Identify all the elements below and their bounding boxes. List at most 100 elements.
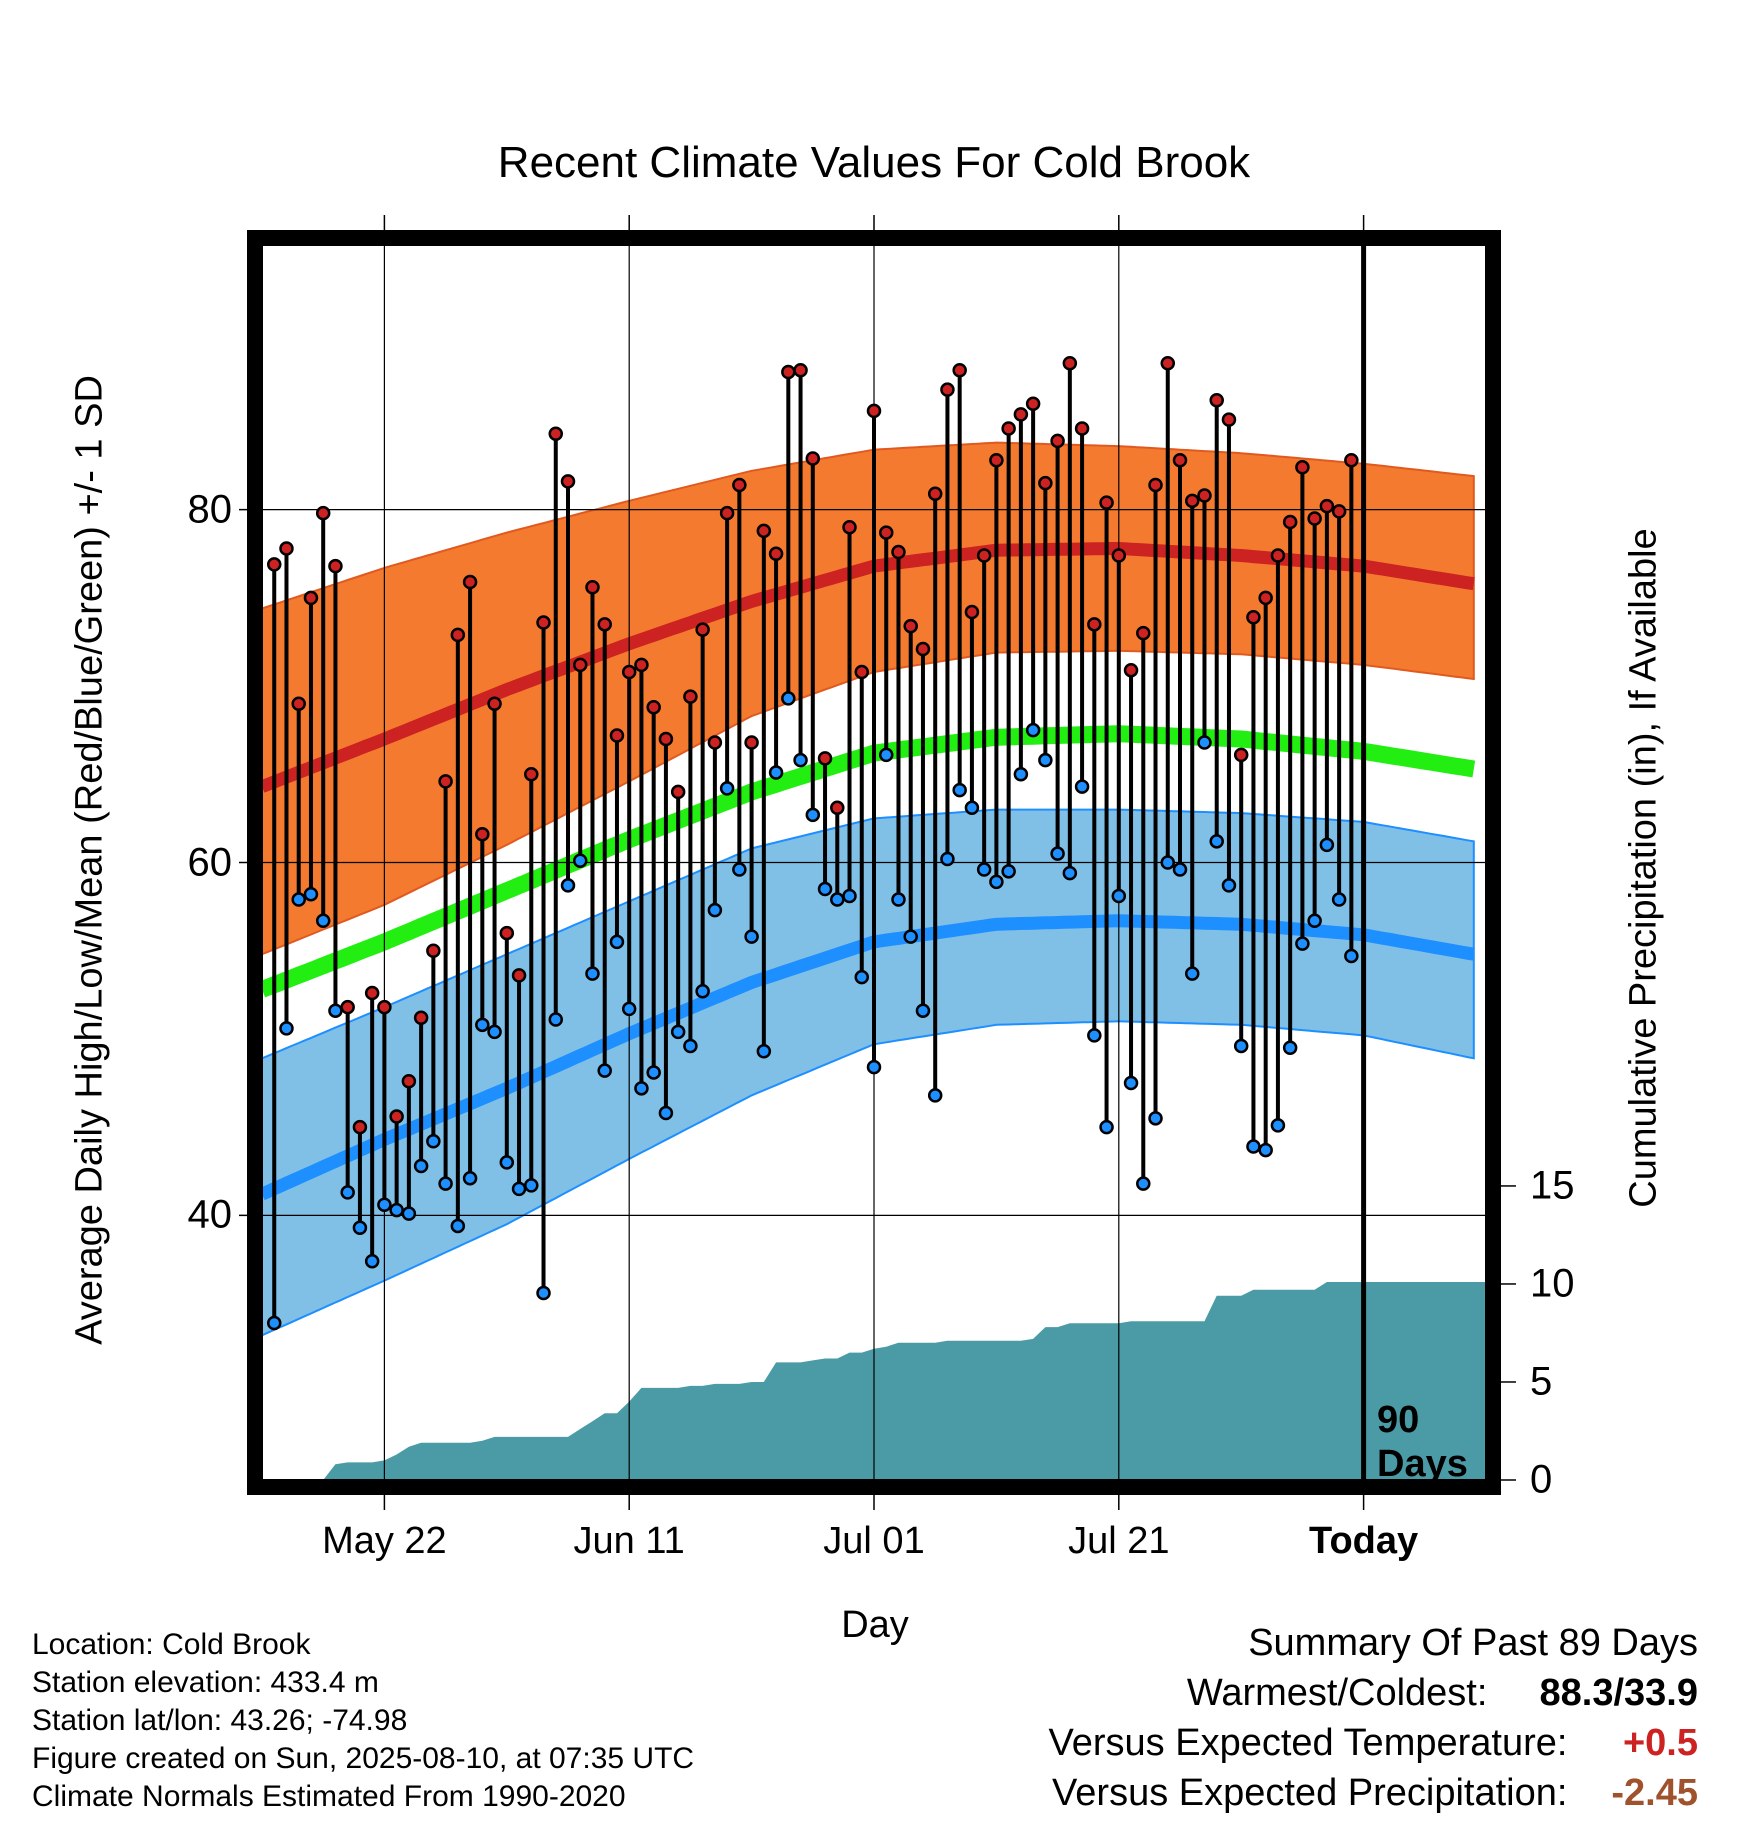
daily-low-point [389, 1202, 404, 1218]
daily-low-point [377, 1197, 392, 1213]
daily-high-point [1221, 412, 1237, 427]
daily-low-point [695, 984, 710, 999]
daily-low-point [866, 1059, 882, 1075]
daily-low-point [1148, 1111, 1163, 1126]
daily-low-point [1331, 892, 1347, 907]
daily-high-point [621, 664, 637, 680]
daily-low-point [719, 781, 735, 796]
daily-low-point [1209, 834, 1224, 849]
daily-high-point [670, 784, 686, 800]
daily-high-point [352, 1119, 368, 1135]
daily-high-point [1062, 355, 1078, 371]
daily-high-point [1001, 421, 1016, 436]
today-window-label: 90 Days [1377, 1398, 1468, 1486]
daily-low-point [487, 1024, 502, 1040]
warmest-coldest-label: Warmest/Coldest: [1186, 1672, 1488, 1714]
y-axis-label: Average Daily High/Low/Mean (Red/Blue/Gr… [68, 375, 111, 1345]
temperature-departure-value: +0.5 [1622, 1722, 1698, 1764]
daily-high-point [426, 943, 441, 958]
daily-low-point [781, 691, 796, 706]
daily-high-point [1282, 514, 1298, 530]
daily-high-point [438, 774, 453, 789]
daily-low-point [793, 752, 808, 768]
precipitation-departure-label: Versus Expected Precipitation: [1052, 1772, 1568, 1814]
daily-high-point [744, 735, 759, 750]
daily-high-point [572, 657, 588, 673]
normal-low-line [259, 914, 1475, 1201]
daily-low-point [279, 1021, 294, 1036]
daily-high-point [315, 505, 331, 521]
daily-low-point [768, 765, 784, 780]
daily-high-point [340, 999, 355, 1015]
daily-low-point [585, 966, 600, 981]
daily-low-point [1184, 966, 1200, 981]
tick-marks-layer [239, 215, 1516, 1510]
daily-low-point [1172, 862, 1188, 877]
daily-low-point [511, 1181, 527, 1197]
daily-high-point [487, 696, 502, 711]
daily-high-point [793, 363, 808, 378]
daily-high-point [1184, 493, 1200, 509]
daily-high-point [1246, 610, 1261, 625]
daily-high-point [964, 604, 980, 620]
daily-high-point [1258, 590, 1273, 606]
daily-low-point [462, 1171, 478, 1186]
daily-low-point [401, 1206, 417, 1221]
daily-low-point [475, 1017, 490, 1033]
daily-high-point [462, 574, 478, 590]
daily-high-point [1013, 407, 1029, 422]
daily-low-point [1270, 1118, 1286, 1133]
daily-high-point [756, 523, 772, 539]
daily-high-point [1209, 393, 1224, 408]
daily-low-point [1013, 767, 1029, 782]
daily-high-point [878, 525, 894, 540]
daily-low-point [524, 1178, 539, 1193]
y-tick-label: 40 [187, 1192, 233, 1237]
warmest-coldest-value: 88.3/33.9 [1539, 1672, 1698, 1714]
daily-high-point [1295, 460, 1310, 475]
daily-low-point [964, 800, 980, 816]
daily-low-point [548, 1012, 564, 1027]
x-tick-label: May 22 [322, 1520, 447, 1562]
high-sd-band [261, 441, 1475, 956]
daily-low-point [744, 929, 759, 944]
daily-high-point [1319, 498, 1335, 514]
daily-high-point [927, 486, 943, 502]
daily-high-point [511, 968, 527, 983]
normal-mean-line [258, 725, 1476, 998]
daily-low-point [426, 1134, 441, 1149]
daily-low-point [683, 1038, 698, 1054]
y2-tick-label: 5 [1530, 1359, 1553, 1404]
daily-low-point [817, 881, 833, 897]
daily-low-point [328, 1003, 343, 1018]
daily-high-point [499, 925, 515, 941]
daily-low-point [707, 902, 723, 918]
daily-low-point [915, 1003, 931, 1018]
daily-high-point [1074, 421, 1090, 436]
daily-high-point [719, 505, 735, 521]
y2-axis-label: Cumulative Precipitation (in), If Availa… [1622, 528, 1665, 1208]
daily-low-point [352, 1220, 368, 1235]
y2-tick-label: 0 [1530, 1457, 1553, 1502]
daily-high-point [732, 477, 747, 493]
daily-low-point [450, 1218, 466, 1234]
daily-low-point [878, 747, 894, 763]
summary-box: Summary Of Past 89 Days Warmest/Coldest:… [1049, 1618, 1698, 1818]
x-tick-label: Jun 11 [573, 1520, 685, 1562]
daily-low-point [805, 807, 821, 823]
daily-high-point [854, 664, 870, 680]
daily-high-point [1038, 475, 1053, 491]
daily-high-point [364, 985, 380, 1001]
daily-high-point [866, 403, 882, 419]
daily-high-point [817, 751, 833, 766]
daily-low-point [1099, 1119, 1114, 1135]
daily-high-point [609, 728, 625, 743]
daily-high-point [1136, 625, 1151, 641]
y-tick-label: 80 [187, 487, 233, 532]
daily-high-point [524, 767, 539, 782]
daily-high-point [707, 735, 723, 750]
daily-high-point [1111, 548, 1127, 563]
daily-high-point [976, 548, 992, 563]
daily-low-point [1258, 1142, 1273, 1158]
daily-low-point [572, 853, 588, 868]
